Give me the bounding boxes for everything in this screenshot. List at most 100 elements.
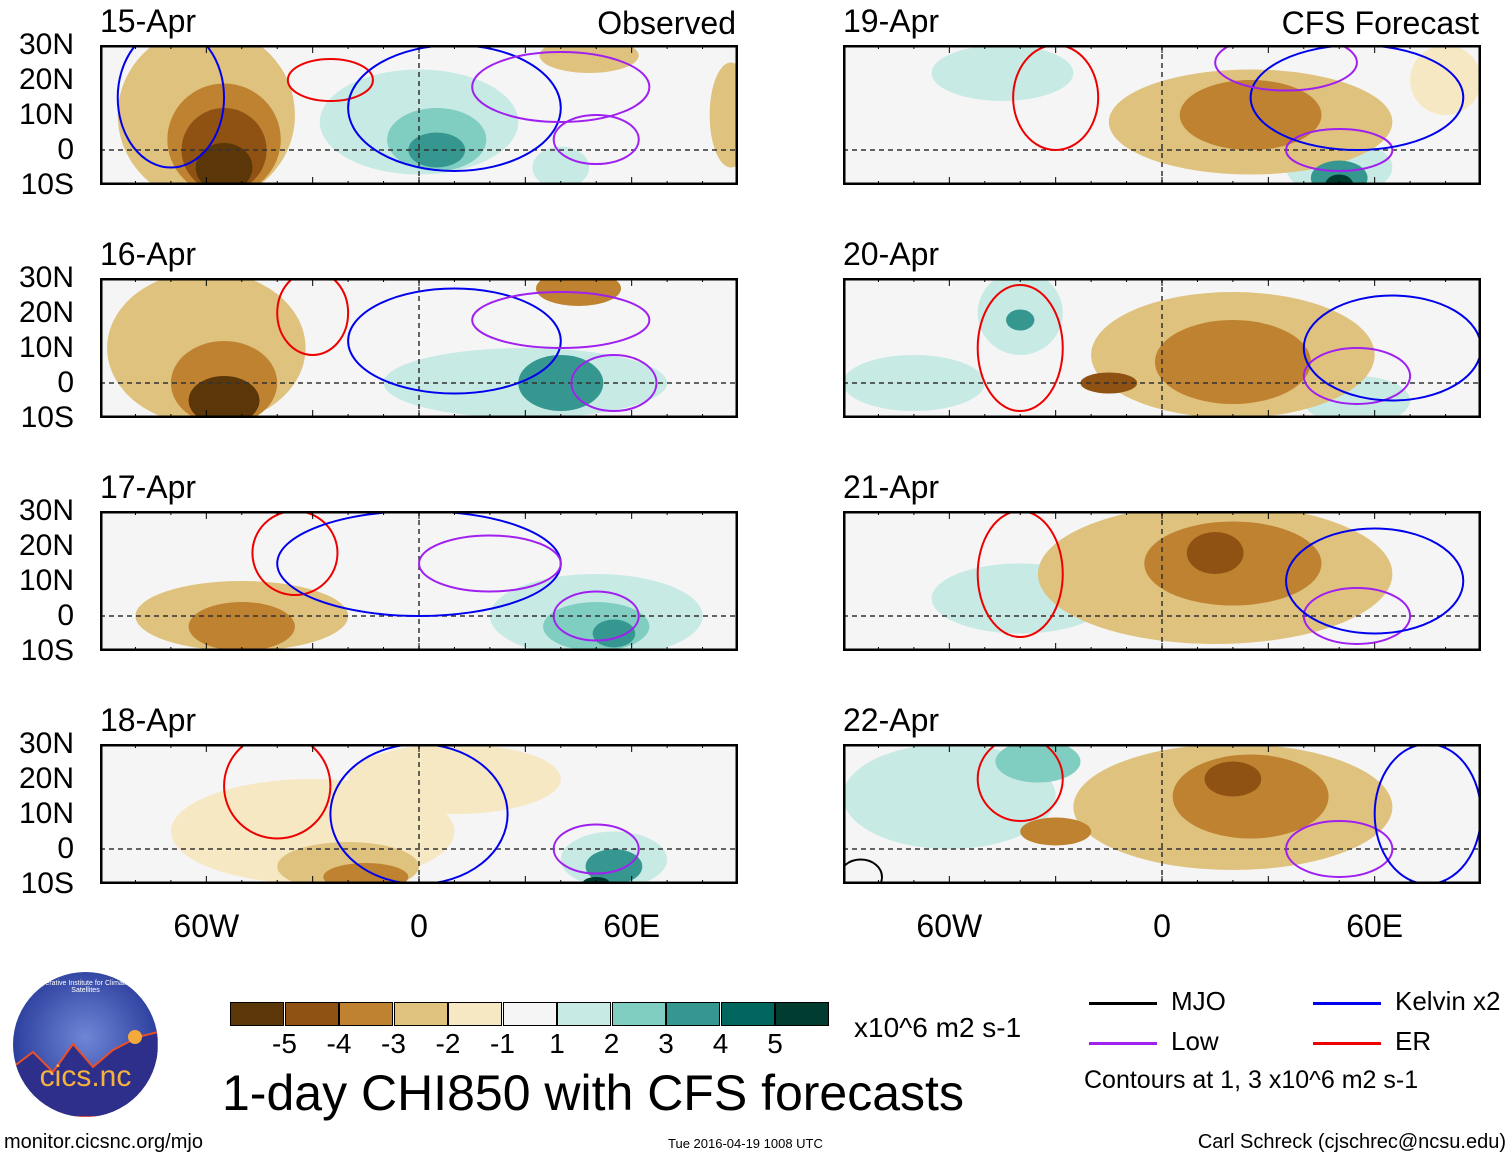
anomaly-blob [532,146,590,185]
lat-label: 20N [18,63,74,96]
low-contour [552,114,640,165]
colorbar-tick-label: -1 [490,1028,515,1059]
er-contour [276,278,350,356]
anomaly-blob [188,602,295,651]
lat-label: 10S [20,401,74,434]
low-contour [1285,820,1394,878]
low-contour [1302,347,1412,405]
lon-label: 0 [410,908,428,944]
anomaly-blob [1006,309,1035,331]
low-contour [1214,45,1358,92]
colorbar-tick-label: -4 [326,1028,352,1059]
lat-label: 10N [18,564,74,597]
colorbar-tick-label: -3 [381,1028,406,1059]
kelvin-contour [1249,45,1465,151]
footer-url[interactable]: monitor.cicsnc.org/mjo [4,1131,203,1153]
anomaly-blob [1204,761,1262,797]
er-contour [976,511,1064,638]
panel-date: 19-Apr [843,3,940,39]
lat-label: 0 [57,133,74,166]
panel-header: CFS Forecast [1281,5,1479,41]
lon-label: 60E [1346,908,1404,944]
colorbar-swatch [502,1002,557,1026]
lat-label: 0 [57,832,74,865]
colorbar-swatch [393,1002,448,1026]
anomaly-blob [709,62,738,168]
map-panel [843,511,1481,651]
footer-timestamp: Tue 2016-04-19 1008 UTC [668,1136,823,1151]
anomaly-blob [931,45,1074,101]
anomaly-blob [592,619,636,648]
legend-label: Kelvin x2 [1395,986,1501,1016]
lat-label: 10N [18,797,74,830]
legend-line-swatch [1089,1042,1157,1045]
map-panel [100,511,738,651]
colorbar-tick-label: 5 [767,1028,783,1059]
legend-label: MJO [1171,986,1226,1016]
er-contour [976,284,1064,412]
lon-label: 60W [916,908,983,944]
legend-label: ER [1395,1026,1432,1056]
low-contour [552,590,640,642]
panel-date: 20-Apr [843,236,940,272]
colorbar-swatch [775,1002,829,1026]
kelvin-contour [116,45,226,169]
lat-label: 0 [57,366,74,399]
panel-header: Observed [597,5,736,41]
anomaly-blob [843,355,985,411]
legend-line-swatch [1313,1042,1381,1045]
colorbar-tick-label: -5 [272,1028,297,1059]
er-contour [1012,45,1100,151]
lat-label: 10N [18,331,74,364]
kelvin-contour [347,287,562,395]
lat-label: 0 [57,599,74,632]
panel-date: 15-Apr [100,3,197,39]
lon-label: 60W [173,908,240,944]
colorbar-swatch [720,1002,775,1026]
map-panel [843,744,1481,884]
contour-note: Contours at 1, 3 x10^6 m2 s-1 [1084,1066,1419,1094]
panel-date: 18-Apr [100,702,197,738]
lat-label: 20N [18,529,74,562]
map-panel [843,278,1481,418]
colorbar-tick-label: 4 [712,1028,729,1059]
mjo-contour [843,858,883,884]
anomaly-blob [348,744,561,814]
anomaly-blob [585,849,643,884]
colorbar-swatch [666,1002,720,1026]
kelvin-contour [1302,294,1481,402]
lat-label: 20N [18,296,74,329]
low-contour [471,291,651,349]
colorbar-swatch [339,1002,393,1026]
map-panel [100,744,738,884]
panel-date: 17-Apr [100,469,197,505]
logo-text: cics.nc [39,1060,132,1093]
anomaly-blob [995,744,1081,783]
lon-label: 60E [603,908,661,944]
anomaly-blob [195,143,253,185]
map-panel [100,45,738,185]
low-contour [570,354,658,412]
lat-label: 30N [18,494,74,527]
anomaly-blob [1186,532,1244,574]
colorbar-tick-label: 2 [603,1028,620,1059]
map-panel [843,45,1481,185]
kelvin-contour [329,744,509,884]
cics-logo: cics.nc Cooperative Institute for Climat… [13,972,158,1117]
colorbar-swatch [611,1002,666,1026]
panel-date: 22-Apr [843,702,940,738]
lat-label: 20N [18,762,74,795]
low-contour [471,51,651,123]
lat-label: 30N [18,261,74,294]
colorbar-swatch [448,1002,502,1026]
er-contour [976,744,1064,822]
lon-label: 0 [1153,908,1171,944]
low-contour [552,823,640,875]
lat-label: 10S [20,867,74,900]
logo-ring-text: Cooperative Institute for Climate and Sa… [28,980,143,994]
panel-date: 16-Apr [100,236,197,272]
lat-label: 10S [20,634,74,667]
low-contour [418,534,562,593]
panel-date: 21-Apr [843,469,940,505]
anomaly-blob [1020,817,1092,846]
